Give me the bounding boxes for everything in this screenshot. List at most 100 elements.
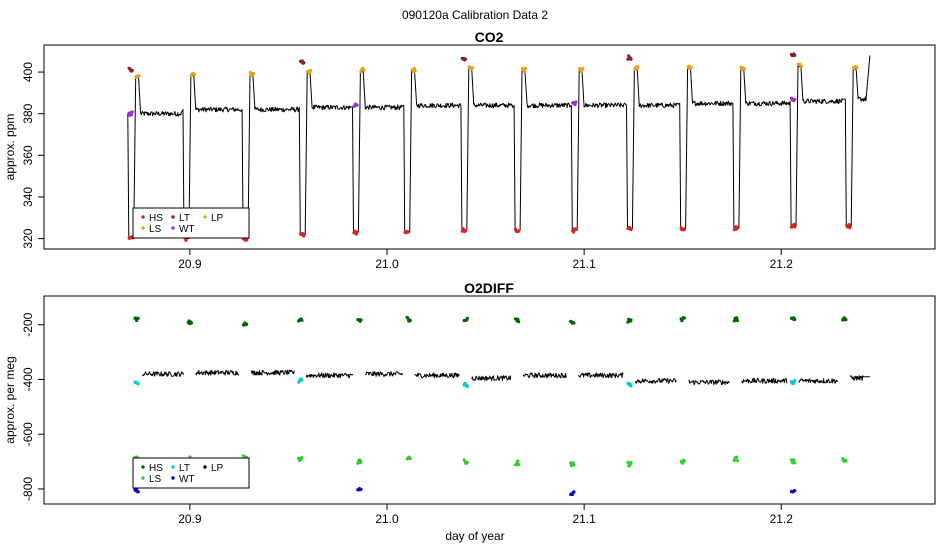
o2diff-panel: O2DIFF approx. per meg day of year 20.9 2… bbox=[3, 280, 936, 543]
co2-legend-marker-wt bbox=[171, 226, 175, 230]
o2diff-plot-frame bbox=[43, 295, 936, 505]
co2-legend-marker-ls bbox=[141, 226, 145, 230]
o2diff-point-lt bbox=[300, 378, 304, 382]
o2diff-point-hs bbox=[136, 316, 140, 320]
co2-point-lt bbox=[130, 68, 134, 72]
co2-point-ls bbox=[413, 68, 417, 73]
o2diff-point-hs bbox=[626, 320, 630, 324]
co2-point-hs bbox=[406, 230, 410, 234]
co2-point-ls bbox=[855, 66, 859, 70]
o2diff-point-ls bbox=[626, 460, 630, 464]
co2-point-hs bbox=[355, 230, 359, 234]
o2diff-point-ls bbox=[465, 460, 469, 464]
o2diff-y-tick-label: -800 bbox=[21, 477, 35, 501]
co2-legend-marker-hs bbox=[141, 215, 145, 219]
o2diff-point-lt bbox=[792, 381, 796, 385]
o2diff-point-hs bbox=[517, 320, 521, 324]
co2-point-ls bbox=[252, 71, 256, 76]
o2diff-legend-label-wt: WT bbox=[179, 474, 195, 485]
o2diff-point-ls bbox=[682, 459, 686, 463]
o2diff-legend-label-lt: LT bbox=[179, 463, 190, 474]
o2diff-legend-label-hs: HS bbox=[149, 463, 163, 474]
co2-legend-marker-lp bbox=[203, 215, 207, 219]
co2-legend-marker-lt bbox=[171, 215, 175, 219]
co2-point-hs bbox=[574, 227, 578, 231]
co2-point-wt bbox=[355, 103, 359, 107]
o2diff-y-axis-label: approx. per meg bbox=[3, 356, 17, 443]
co2-legend-label-lp: LP bbox=[211, 213, 224, 224]
o2diff-point-hs bbox=[465, 316, 469, 320]
co2-point-hs bbox=[302, 234, 306, 238]
o2diff-x-tick-label: 21.1 bbox=[572, 512, 596, 526]
o2diff-point-ls bbox=[569, 464, 574, 468]
o2diff-point-hs bbox=[793, 317, 797, 322]
o2diff-point-hs bbox=[735, 319, 740, 323]
o2diff-point-ls bbox=[359, 460, 363, 464]
co2-point-hs bbox=[463, 229, 468, 233]
o2diff-point-hs bbox=[245, 322, 249, 326]
co2-point-lt bbox=[302, 61, 306, 65]
figure-title: 090120a Calibration Data 2 bbox=[402, 8, 548, 22]
co2-y-tick-label: 380 bbox=[21, 103, 35, 123]
o2diff-y-tick-label: -400 bbox=[21, 367, 35, 391]
co2-legend-label-hs: HS bbox=[149, 213, 163, 224]
co2-point-ls bbox=[523, 70, 527, 74]
o2diff-point-ls bbox=[516, 459, 520, 463]
o2diff-legend-marker-ls bbox=[141, 476, 145, 480]
o2diff-legend-marker-lp bbox=[203, 465, 207, 469]
co2-x-tick-label: 21.2 bbox=[770, 257, 794, 271]
co2-point-wt bbox=[130, 110, 134, 114]
co2-point-ls bbox=[470, 66, 474, 70]
o2diff-point-hs bbox=[682, 316, 686, 320]
co2-y-tick-label: 400 bbox=[21, 62, 35, 82]
o2diff-y-tick-label: -600 bbox=[21, 422, 35, 446]
co2-legend-label-lt: LT bbox=[179, 213, 190, 224]
o2diff-point-hs bbox=[300, 318, 304, 322]
o2diff-point-hs bbox=[735, 316, 739, 320]
o2diff-point-ls bbox=[735, 455, 739, 459]
o2diff-panel-title: O2DIFF bbox=[464, 280, 514, 296]
co2-point-ls bbox=[192, 73, 196, 77]
o2diff-trace bbox=[142, 369, 870, 386]
co2-y-tick-label: 340 bbox=[21, 187, 35, 207]
o2diff-legend-label-lp: LP bbox=[211, 463, 224, 474]
o2diff-point-ls bbox=[572, 463, 576, 467]
o2diff-point-wt bbox=[793, 489, 797, 493]
o2diff-point-ls bbox=[514, 463, 518, 467]
co2-point-wt bbox=[573, 102, 577, 107]
o2diff-point-lt bbox=[793, 379, 797, 383]
o2diff-legend-marker-lt bbox=[171, 465, 175, 469]
co2-panel: CO2 approx. ppm 20.9 21.0 21.1 21.2 320 340 36… bbox=[3, 29, 936, 271]
co2-point-hs bbox=[517, 229, 521, 233]
o2diff-y-tick-label: -200 bbox=[21, 312, 35, 336]
co2-point-ls bbox=[362, 68, 366, 72]
co2-point-ls bbox=[581, 66, 585, 71]
co2-x-tick-label: 21.1 bbox=[572, 257, 596, 271]
o2diff-point-lt bbox=[629, 384, 633, 388]
co2-point-wt bbox=[793, 97, 797, 101]
x-axis-label: day of year bbox=[445, 529, 504, 543]
o2diff-point-ls bbox=[792, 458, 796, 462]
o2diff-point-ls bbox=[735, 459, 740, 463]
co2-point-hs bbox=[682, 227, 686, 232]
co2-point-ls bbox=[800, 65, 804, 69]
co2-point-hs bbox=[571, 230, 576, 234]
o2diff-point-hs bbox=[408, 318, 412, 322]
o2diff-point-hs bbox=[189, 321, 194, 325]
co2-point-ls bbox=[689, 65, 693, 69]
co2-point-ls bbox=[137, 74, 141, 78]
co2-point-lt bbox=[793, 53, 797, 58]
co2-legend-box bbox=[132, 207, 250, 239]
o2diff-x-tick-label: 21.0 bbox=[375, 512, 399, 526]
o2diff-legend-marker-wt bbox=[171, 476, 175, 480]
co2-point-ls bbox=[742, 67, 747, 71]
co2-panel-title: CO2 bbox=[475, 29, 504, 45]
o2diff-point-hs bbox=[572, 321, 576, 325]
co2-point-lt bbox=[629, 57, 633, 61]
o2diff-point-ls bbox=[408, 456, 412, 460]
co2-point-wt bbox=[129, 113, 134, 117]
o2diff-point-ls bbox=[844, 459, 848, 463]
o2diff-legend-marker-hs bbox=[141, 465, 145, 469]
